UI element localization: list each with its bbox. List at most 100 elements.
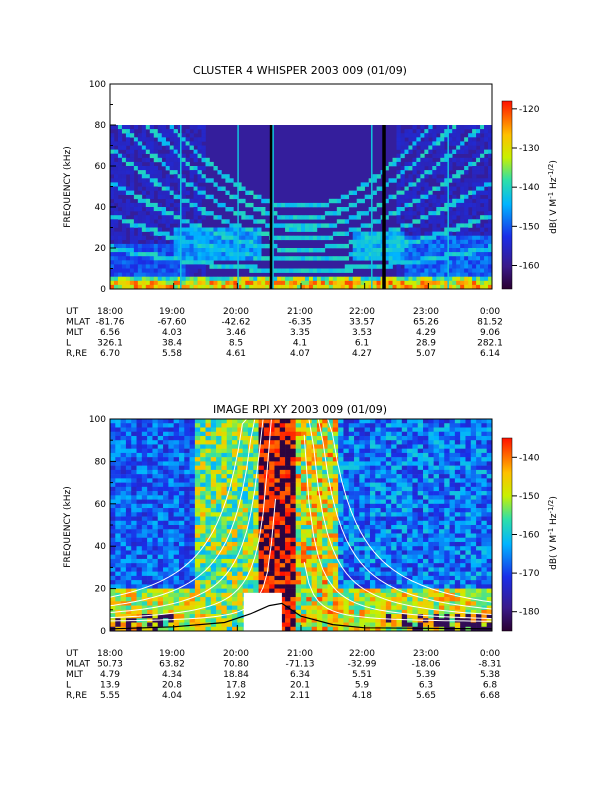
spectrogram-cell: [131, 452, 137, 458]
spectrogram-cell: [209, 194, 214, 200]
spectrogram-cell: [404, 194, 409, 200]
spectrogram-cell: [295, 592, 302, 598]
spectrogram-cell: [354, 461, 360, 466]
spectrogram-cell: [295, 520, 302, 526]
spectrogram-cell: [263, 486, 270, 492]
spectrogram-cell: [332, 280, 338, 286]
spectrogram-cell: [472, 211, 477, 216]
spectrogram-cell: [210, 622, 217, 628]
spectrogram-cell: [476, 190, 481, 195]
spectrogram-cell: [145, 202, 151, 208]
spectrogram-cell: [369, 563, 376, 568]
spectrogram-cell: [380, 419, 387, 424]
spectrogram-cell: [484, 248, 489, 253]
spectrogram-cell: [269, 457, 275, 462]
spectrogram-cell: [181, 182, 186, 187]
spectrogram-cell: [253, 465, 259, 471]
spectrogram-cell: [247, 491, 254, 496]
spectrogram-cell: [117, 161, 123, 167]
spectrogram-cell: [115, 478, 121, 483]
spectrogram-cell: [152, 448, 159, 454]
spectrogram-cell: [163, 486, 169, 492]
spectrogram-cell: [396, 141, 401, 146]
spectrogram-cell: [226, 520, 233, 526]
spectrogram-cell: [263, 431, 270, 437]
spectrogram-cell: [110, 474, 116, 479]
spectrogram-cell: [306, 533, 312, 539]
spectrogram-cell: [169, 284, 174, 290]
colorbar-tick-label: -160: [519, 262, 540, 272]
spectrogram-cell: [332, 503, 339, 509]
spectrogram-cell: [448, 243, 453, 249]
spectrogram-cell: [225, 207, 230, 212]
spectrogram-cell: [232, 622, 238, 628]
spectrogram-cell: [369, 499, 376, 505]
spectrogram-cell: [185, 198, 190, 204]
spectrogram-cell: [279, 622, 286, 628]
spectrogram-cell: [269, 444, 275, 449]
spectrogram-cell: [290, 554, 296, 560]
spectrogram-cell: [404, 284, 409, 290]
spectrogram-cell: [110, 452, 116, 458]
spectrogram-cell: [444, 256, 449, 261]
spectrogram-cell: [157, 157, 163, 163]
spectrogram-cell: [161, 260, 167, 265]
spectrogram-cell: [368, 178, 373, 183]
spectrogram-cell: [476, 264, 481, 269]
spectrogram-cell: [480, 235, 485, 241]
spectrogram-cell: [200, 478, 206, 483]
spectrogram-cell: [173, 215, 178, 220]
spectrogram-cell: [149, 252, 155, 257]
spectrogram-cell: [332, 550, 339, 555]
spectrogram-cell: [232, 592, 238, 598]
spectrogram-cell: [168, 478, 174, 483]
spectrogram-cell: [213, 215, 218, 220]
spectrogram-cell: [194, 580, 201, 585]
spectrogram-cell: [301, 202, 306, 208]
spectrogram-cell: [404, 272, 409, 277]
spectrogram-cell: [295, 419, 302, 424]
spectrogram-cell: [476, 178, 481, 183]
spectrogram-cell: [369, 465, 376, 471]
spectrogram-cell: [456, 280, 461, 286]
spectrogram-cell: [129, 272, 135, 277]
spectrogram-cell: [306, 516, 312, 522]
spectrogram-cell: [369, 491, 376, 496]
spectrogram-cell: [324, 223, 330, 228]
spectrogram-cell: [136, 537, 143, 543]
spectrogram-cell: [165, 129, 170, 134]
spectrogram-cell: [200, 588, 206, 594]
spectrogram-cell: [157, 440, 164, 445]
spectrogram-cell: [253, 546, 259, 551]
spectrogram-cell: [348, 592, 355, 598]
spectrogram-cell: [440, 223, 445, 228]
spectrogram-cell: [452, 280, 457, 286]
spectrogram-cell: [311, 423, 318, 428]
spectrogram-cell: [456, 231, 461, 236]
spectrogram-cell: [210, 537, 217, 543]
spectrogram-cell: [338, 423, 344, 428]
spectrogram-cell: [184, 533, 190, 539]
spectrogram-cell: [125, 601, 132, 606]
spectrogram-cell: [322, 601, 328, 606]
spectrogram-cell: [147, 592, 153, 598]
spectrogram-cell: [136, 525, 143, 530]
spectrogram-cell: [133, 161, 139, 167]
spectrogram-cell: [322, 419, 328, 424]
spectrogram-cell: [185, 248, 190, 253]
spectrogram-cell: [348, 202, 354, 208]
spectrogram-cell: [115, 614, 121, 619]
spectrogram-cell: [295, 571, 302, 577]
spectrogram-cell: [161, 280, 167, 286]
spectrogram-cell: [125, 609, 132, 615]
spectrogram-cell: [359, 461, 365, 466]
spectrogram-cell: [277, 223, 282, 228]
spectrogram-cell: [120, 575, 127, 581]
spectrogram-cell: [131, 444, 137, 449]
spectrogram-cell: [131, 478, 137, 483]
spectrogram-cell: [121, 125, 127, 130]
spectrogram-cell: [369, 609, 376, 615]
spectrogram-cell: [121, 231, 127, 236]
spectrogram-cell: [436, 248, 441, 253]
spectrogram-cell: [149, 129, 155, 134]
